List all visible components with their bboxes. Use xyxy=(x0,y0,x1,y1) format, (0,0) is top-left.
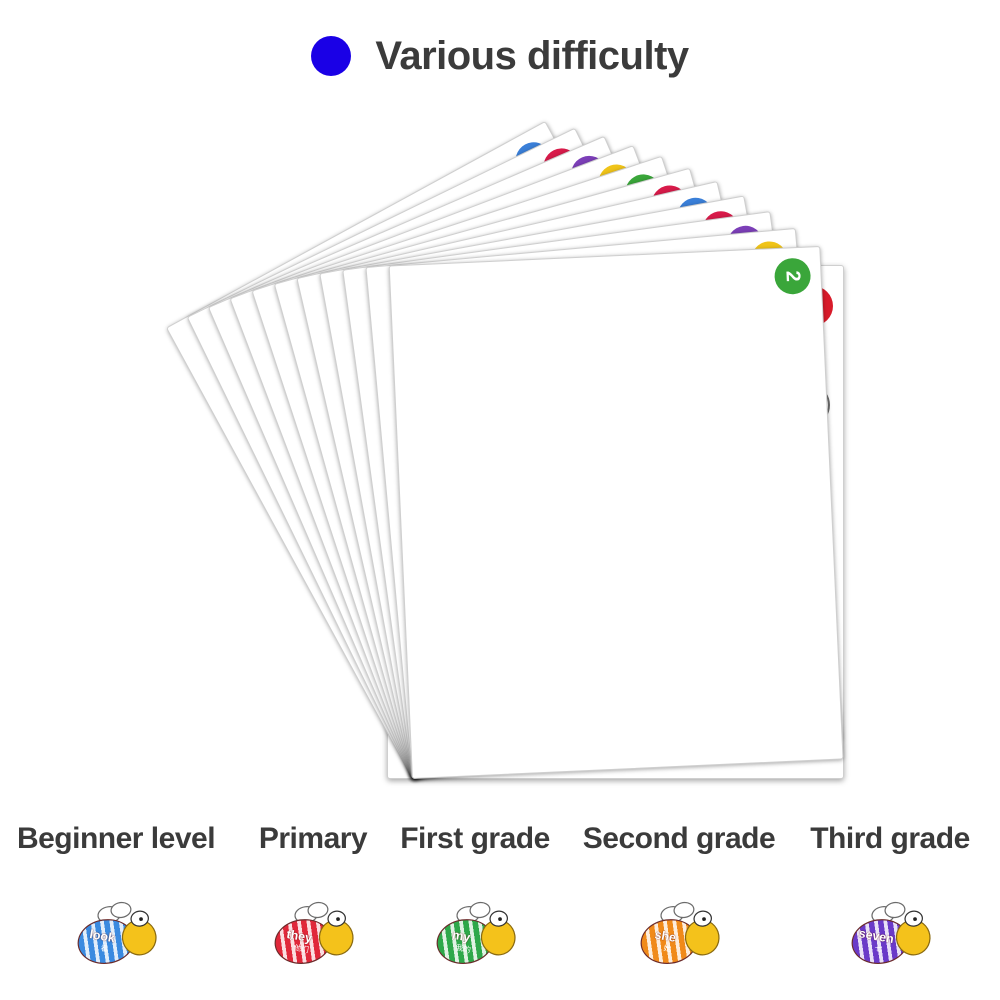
difficulty-level-label: First grade xyxy=(400,822,550,855)
difficulty-levels: Beginner level look 看 Primary they 他们 First gr… xyxy=(0,822,1000,968)
difficulty-level-label: Primary xyxy=(258,822,368,855)
level-sample-bee-sticker: seven 七 xyxy=(846,900,934,970)
blue-dot-icon xyxy=(311,36,352,76)
back-sticker-sheet: 2 xyxy=(388,245,844,779)
level-sample-bee-sticker: my 我的 xyxy=(431,900,519,970)
sheet-number-badge: 2 xyxy=(773,257,812,296)
level-sample-bee-sticker: look 看 xyxy=(72,900,160,970)
page-title: Various difficulty xyxy=(375,33,689,78)
header: Various difficulty xyxy=(0,30,1000,82)
level-sample-bee-sticker: she 她 xyxy=(635,900,723,970)
difficulty-level-label: Second grade xyxy=(582,822,776,855)
difficulty-level-label: Third grade xyxy=(810,822,970,855)
difficulty-level-label: Beginner level xyxy=(16,822,216,855)
level-sample-bee-sticker: they 他们 xyxy=(269,900,357,970)
